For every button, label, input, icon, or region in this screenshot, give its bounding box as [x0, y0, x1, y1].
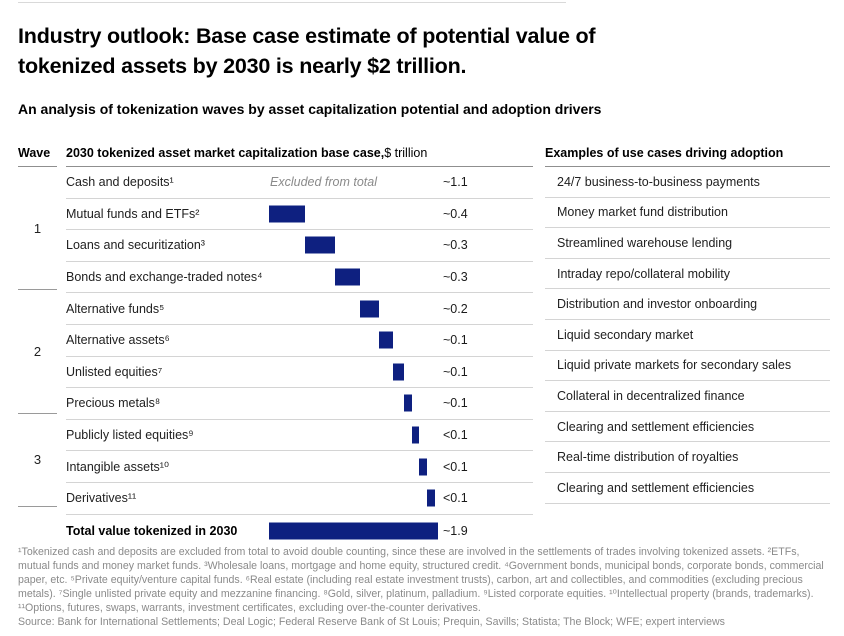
wave-column-header: Wave [18, 140, 57, 167]
asset-bar [427, 489, 435, 507]
page-title-line1: Industry outlook: Base case estimate of … [18, 24, 596, 48]
asset-row: Unlisted equities⁷ ~0.1 [66, 357, 533, 389]
use-case-column: Examples of use cases driving adoption 2… [545, 140, 830, 504]
value-label: ~0.1 [443, 364, 468, 379]
asset-bar [334, 268, 360, 286]
asset-bar [379, 331, 393, 349]
value-label: ~0.4 [443, 206, 468, 221]
use-case-label: Collateral in decentralized finance [557, 388, 745, 403]
asset-label: Precious metals⁸ [66, 396, 161, 411]
asset-bar [359, 300, 380, 318]
asset-bar [269, 205, 305, 223]
use-case-label: Intraday repo/collateral mobility [557, 266, 730, 281]
asset-bar [419, 458, 428, 476]
wave-group-label: 1 [18, 167, 57, 291]
value-label: ~0.3 [443, 270, 468, 285]
asset-label: Loans and securitization³ [66, 238, 205, 253]
use-case-label: Real-time distribution of royalties [557, 450, 739, 465]
asset-row: Intangible assets¹⁰ <0.1 [66, 451, 533, 483]
use-case-row: Streamlined warehouse lending [545, 228, 830, 259]
use-case-column-header: Examples of use cases driving adoption [545, 140, 830, 167]
footnotes-block: ¹Tokenized cash and deposits are exclude… [18, 546, 830, 629]
asset-row: Alternative funds⁵ ~0.2 [66, 293, 533, 325]
total-bar [269, 522, 439, 540]
asset-label: Unlisted equities⁷ [66, 364, 163, 379]
use-case-row: Money market fund distribution [545, 198, 830, 229]
use-case-row: Liquid private markets for secondary sal… [545, 351, 830, 382]
market-cap-column-header: 2030 tokenized asset market capitalizati… [66, 140, 533, 167]
asset-bar [404, 394, 413, 412]
asset-row: Cash and deposits¹ Excluded from total ~1.… [66, 167, 533, 199]
use-case-row: Intraday repo/collateral mobility [545, 259, 830, 290]
use-case-row: Real-time distribution of royalties [545, 442, 830, 473]
asset-row: Alternative assets⁶ ~0.1 [66, 325, 533, 357]
asset-label: Alternative funds⁵ [66, 301, 165, 316]
value-label: ~0.1 [443, 333, 468, 348]
asset-row: Mutual funds and ETFs² ~0.4 [66, 199, 533, 231]
use-case-label: Liquid private markets for secondary sal… [557, 358, 792, 373]
use-case-label: Distribution and investor onboarding [557, 297, 758, 312]
asset-label: Derivatives¹¹ [66, 491, 137, 506]
value-label: ~1.1 [443, 175, 468, 190]
asset-rows: Cash and deposits¹ Excluded from total ~1.… [66, 167, 533, 515]
asset-label: Alternative assets⁶ [66, 333, 170, 348]
total-row: Total value tokenized in 2030 ~1.9 [66, 515, 533, 548]
use-case-row: Liquid secondary market [545, 320, 830, 351]
use-case-row: Collateral in decentralized finance [545, 381, 830, 412]
asset-row: Bonds and exchange-traded notes⁴ ~0.3 [66, 262, 533, 294]
use-case-row: 24/7 business-to-business payments [545, 167, 830, 198]
page-title: Industry outlook: Base case estimate of … [18, 21, 668, 81]
value-label: ~0.3 [443, 238, 468, 253]
use-case-label: Liquid secondary market [557, 327, 694, 342]
asset-label: Mutual funds and ETFs² [66, 206, 200, 221]
use-case-rows: 24/7 business-to-business payments Money … [545, 167, 830, 504]
asset-row: Precious metals⁸ ~0.1 [66, 388, 533, 420]
value-label: <0.1 [443, 491, 468, 506]
footnote-text: ¹Tokenized cash and deposits are exclude… [18, 546, 824, 614]
value-label: ~0.1 [443, 396, 468, 411]
asset-label: Publicly listed equities⁹ [66, 428, 194, 443]
value-label: <0.1 [443, 428, 468, 443]
asset-bar [304, 236, 335, 254]
source-line: Source: Bank for International Settlemen… [18, 615, 725, 628]
market-cap-header-unit: $ trillion [384, 146, 428, 160]
market-cap-column: 2030 tokenized asset market capitalizati… [66, 140, 533, 548]
wave-group-label: 3 [18, 414, 57, 507]
value-label: ~0.2 [443, 301, 468, 316]
asset-bar [412, 426, 420, 444]
asset-bar [392, 363, 405, 381]
asset-label: Bonds and exchange-traded notes⁴ [66, 270, 263, 285]
asset-label: Cash and deposits¹ [66, 175, 174, 190]
use-case-label: Money market fund distribution [557, 205, 728, 220]
use-case-label: Streamlined warehouse lending [557, 235, 733, 250]
asset-label: Intangible assets¹⁰ [66, 459, 169, 474]
exhibit-subtitle: An analysis of tokenization waves by ass… [18, 101, 602, 117]
market-cap-header-bold: 2030 tokenized asset market capitalizati… [66, 146, 385, 160]
value-label: <0.1 [443, 459, 468, 474]
use-case-label: 24/7 business-to-business payments [557, 174, 760, 189]
wave-group-label: 2 [18, 290, 57, 414]
asset-row: Derivatives¹¹ <0.1 [66, 483, 533, 515]
use-case-label: Clearing and settlement efficiencies [557, 480, 755, 495]
excluded-note: Excluded from total [270, 175, 377, 190]
total-value-label: ~1.9 [443, 524, 468, 539]
use-case-row: Clearing and settlement efficiencies [545, 473, 830, 504]
asset-row: Loans and securitization³ ~0.3 [66, 230, 533, 262]
page-title-line2: tokenized assets by 2030 is nearly $2 tr… [18, 54, 467, 78]
asset-row: Publicly listed equities⁹ <0.1 [66, 420, 533, 452]
use-case-row: Clearing and settlement efficiencies [545, 412, 830, 443]
use-case-label: Clearing and settlement efficiencies [557, 419, 755, 434]
exhibit-top-rule [18, 2, 566, 3]
use-case-row: Distribution and investor onboarding [545, 289, 830, 320]
total-label: Total value tokenized in 2030 [66, 524, 238, 539]
